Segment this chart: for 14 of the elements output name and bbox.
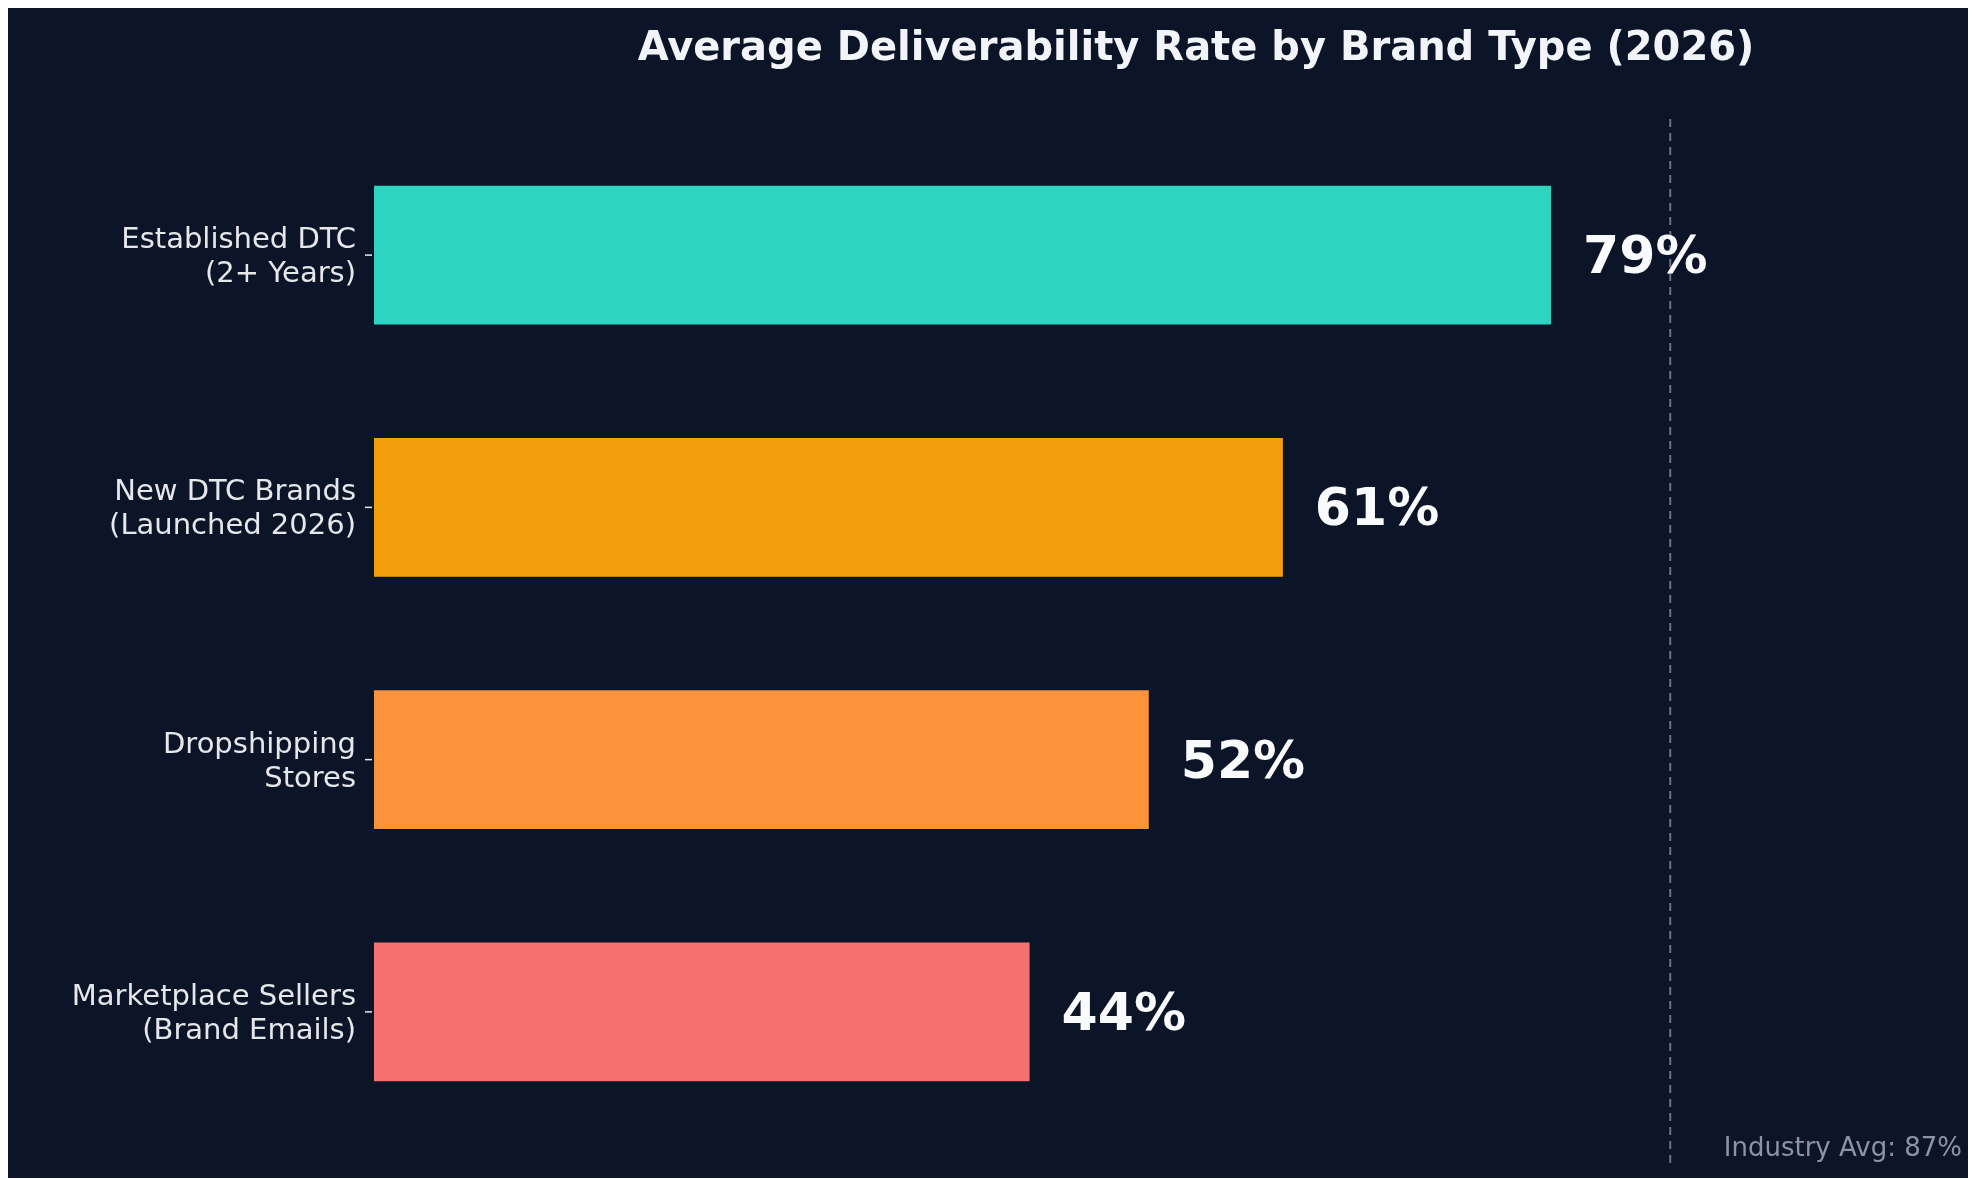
bar bbox=[374, 690, 1149, 829]
y-tick-label: Marketplace Sellers (Brand Emails) bbox=[71, 977, 356, 1046]
data-label: 79% bbox=[1583, 225, 1708, 286]
chart-title: Average Deliverability Rate by Brand Type (2026) bbox=[637, 23, 1755, 69]
bar bbox=[374, 438, 1283, 577]
y-tick-label: Established DTC (2+ Years) bbox=[121, 221, 356, 290]
bar bbox=[374, 942, 1030, 1082]
y-tick-label: New DTC Brands (Launched 2026) bbox=[109, 473, 356, 542]
data-label: 61% bbox=[1314, 477, 1440, 538]
ref-line-label: Industry Avg: 87% bbox=[1723, 1132, 1962, 1162]
bar bbox=[374, 185, 1552, 325]
data-label: 52% bbox=[1180, 729, 1306, 790]
y-tick-label: Dropshipping Stores bbox=[163, 725, 356, 794]
data-label: 44% bbox=[1061, 981, 1187, 1042]
